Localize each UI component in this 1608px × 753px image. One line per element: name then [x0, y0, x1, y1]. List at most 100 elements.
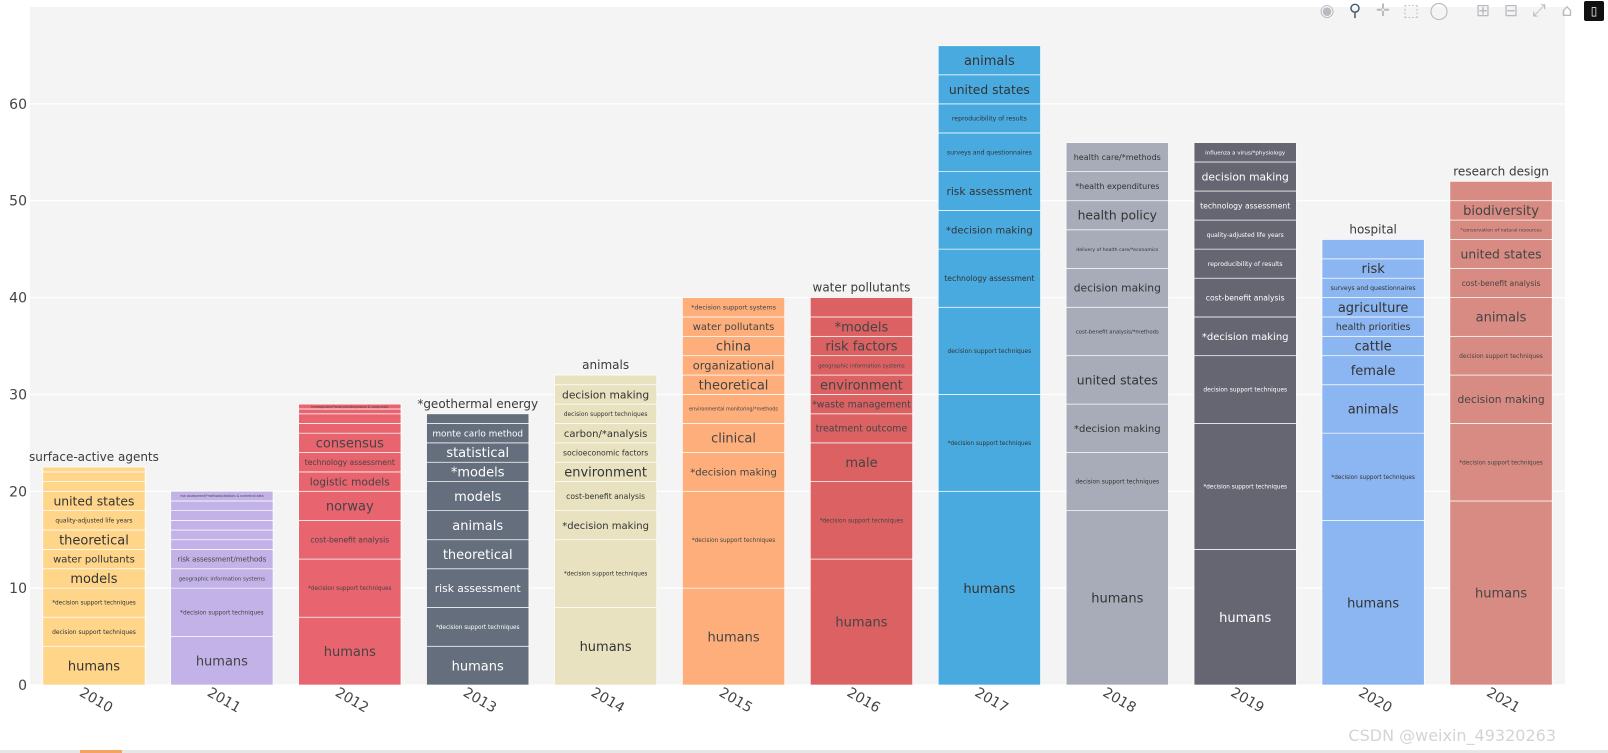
segment-label: health policy — [1078, 209, 1157, 223]
segment-label: humans — [963, 582, 1015, 597]
segment-label: animals — [1348, 403, 1399, 418]
bar-segment — [937, 248, 1041, 308]
bar-segment — [426, 539, 530, 570]
segment-label: reproducibility of results — [1208, 261, 1283, 268]
y-tick-label: 0 — [18, 678, 27, 694]
segment-label: cost-benefit analysis — [1206, 293, 1285, 302]
y-tick-label: 10 — [9, 581, 27, 597]
x-tick-label: 2016 — [844, 685, 883, 717]
segment-label: *decision support systems — [691, 304, 776, 312]
x-tick-label: 2018 — [1100, 685, 1139, 717]
segment-label: models — [454, 490, 501, 505]
bar-top-label: surface-active agents — [29, 450, 159, 464]
segment-label: *decision making — [690, 468, 777, 479]
bar-segment — [937, 103, 1041, 134]
bar-segment — [42, 481, 146, 492]
bar-segment — [809, 442, 913, 482]
segment-label: humans — [68, 659, 120, 674]
bar-segment — [298, 403, 402, 410]
x-tick-label: 2017 — [972, 685, 1011, 717]
segment-label: *waste management — [812, 400, 911, 411]
segment-label: clinical — [711, 432, 756, 447]
camera-icon[interactable]: ◉ — [1319, 1, 1335, 21]
segment-label: male — [845, 456, 877, 471]
box-select-icon[interactable]: ⬚ — [1402, 1, 1420, 21]
segment-label: health priorities — [1336, 322, 1411, 333]
bar-segment — [170, 500, 274, 512]
bar-segment — [426, 607, 530, 647]
bar-segment — [1193, 142, 1297, 163]
bar-segment — [1449, 423, 1553, 502]
segment-label: risk assessment/methods — [177, 556, 266, 564]
pan-icon[interactable]: ✛ — [1375, 1, 1391, 21]
x-tick-label: 2011 — [204, 685, 243, 717]
bar-segment — [298, 616, 402, 686]
bar-segment — [937, 74, 1041, 105]
bar-segment — [1449, 268, 1553, 298]
zoom-out-icon[interactable]: ⊟ — [1503, 1, 1519, 21]
segment-label: *decision making — [562, 521, 649, 532]
segment-label: biodiversity — [1463, 204, 1539, 219]
segment-label: influenza a virus/*physiology — [1205, 150, 1286, 156]
segment-label: decision support techniques — [1459, 353, 1543, 360]
segment-label: *models — [835, 320, 889, 335]
bar-segment — [937, 132, 1041, 173]
x-tick-label: 2020 — [1356, 685, 1395, 717]
segment-label: technology assessment — [944, 274, 1034, 283]
segment-label: geographic information systems — [179, 576, 266, 582]
segment-label: risk assessment — [435, 582, 521, 595]
segment-label: hemoglobin/*analysis/diagnosis & prognos… — [311, 405, 388, 409]
segment-label: health care/*methods — [1074, 153, 1161, 162]
bar-segment — [1193, 355, 1297, 424]
zoom-icon[interactable]: ⚲ — [1348, 1, 1362, 21]
segment-label: humans — [1347, 596, 1399, 611]
segment-label: decision support techniques — [1075, 479, 1159, 486]
segment-label: cost-benefit analysis — [566, 492, 645, 501]
segment-label: delivery of health care/*economics — [1076, 247, 1159, 253]
segment-label: *decision support techniques — [692, 538, 776, 544]
x-tick-label: 2019 — [1228, 685, 1267, 717]
segment-label: surveys and questionnaires — [1331, 285, 1416, 292]
bar-segment — [1065, 403, 1169, 453]
segment-label: environment — [820, 378, 903, 393]
x-tick-label: 2010 — [77, 685, 116, 717]
x-tick-label: 2021 — [1484, 685, 1523, 717]
bar-segment — [682, 423, 786, 453]
bar-segment — [809, 481, 913, 560]
segment-label: water pollutants — [693, 322, 775, 333]
segment-label: *decision making — [1202, 332, 1289, 343]
bar-top-label: water pollutants — [813, 281, 911, 295]
bar-top-label: hospital — [1349, 222, 1397, 236]
segment-label: animals — [452, 519, 503, 534]
segment-label: *decision support techniques — [180, 610, 264, 616]
plotly-logo-icon[interactable]: ▯ — [1584, 1, 1604, 21]
bar-segment — [937, 306, 1041, 395]
bar-segment — [1065, 306, 1169, 357]
zoom-in-icon[interactable]: ⊞ — [1475, 1, 1491, 21]
bottom-divider — [0, 750, 1608, 753]
bar-segment — [554, 374, 658, 386]
bottom-accent-bar — [80, 750, 122, 753]
autoscale-icon[interactable]: ⤢ — [1532, 1, 1546, 21]
segment-label: female — [1351, 364, 1396, 379]
segment-label: risk assessment — [946, 185, 1032, 198]
bar-segment — [42, 616, 146, 647]
segment-label: china — [716, 340, 751, 355]
segment-label: humans — [452, 659, 504, 674]
segment-label: quality-adjusted life years — [1207, 232, 1284, 239]
bar-segment — [1321, 355, 1425, 386]
bar-segment — [1065, 229, 1169, 269]
bar-segment — [298, 519, 402, 560]
segment-label: *decision making — [1074, 424, 1161, 435]
segment-label: surveys and questionnaires — [947, 150, 1032, 157]
segment-label: theoretical — [699, 378, 769, 393]
segment-label: risk — [1361, 262, 1385, 277]
segment-label: risk assessment/*methods/statistics & nu… — [180, 494, 263, 498]
bar-segment — [937, 394, 1041, 492]
bar-top-label: *geothermal energy — [417, 397, 538, 411]
segment-label: humans — [324, 645, 376, 660]
reset-axes-icon[interactable]: ⌂ — [1561, 1, 1573, 21]
segment-label: decision support techniques — [52, 629, 136, 636]
segment-label: risk factors — [825, 340, 897, 355]
lasso-icon[interactable]: ◯ — [1429, 1, 1449, 21]
